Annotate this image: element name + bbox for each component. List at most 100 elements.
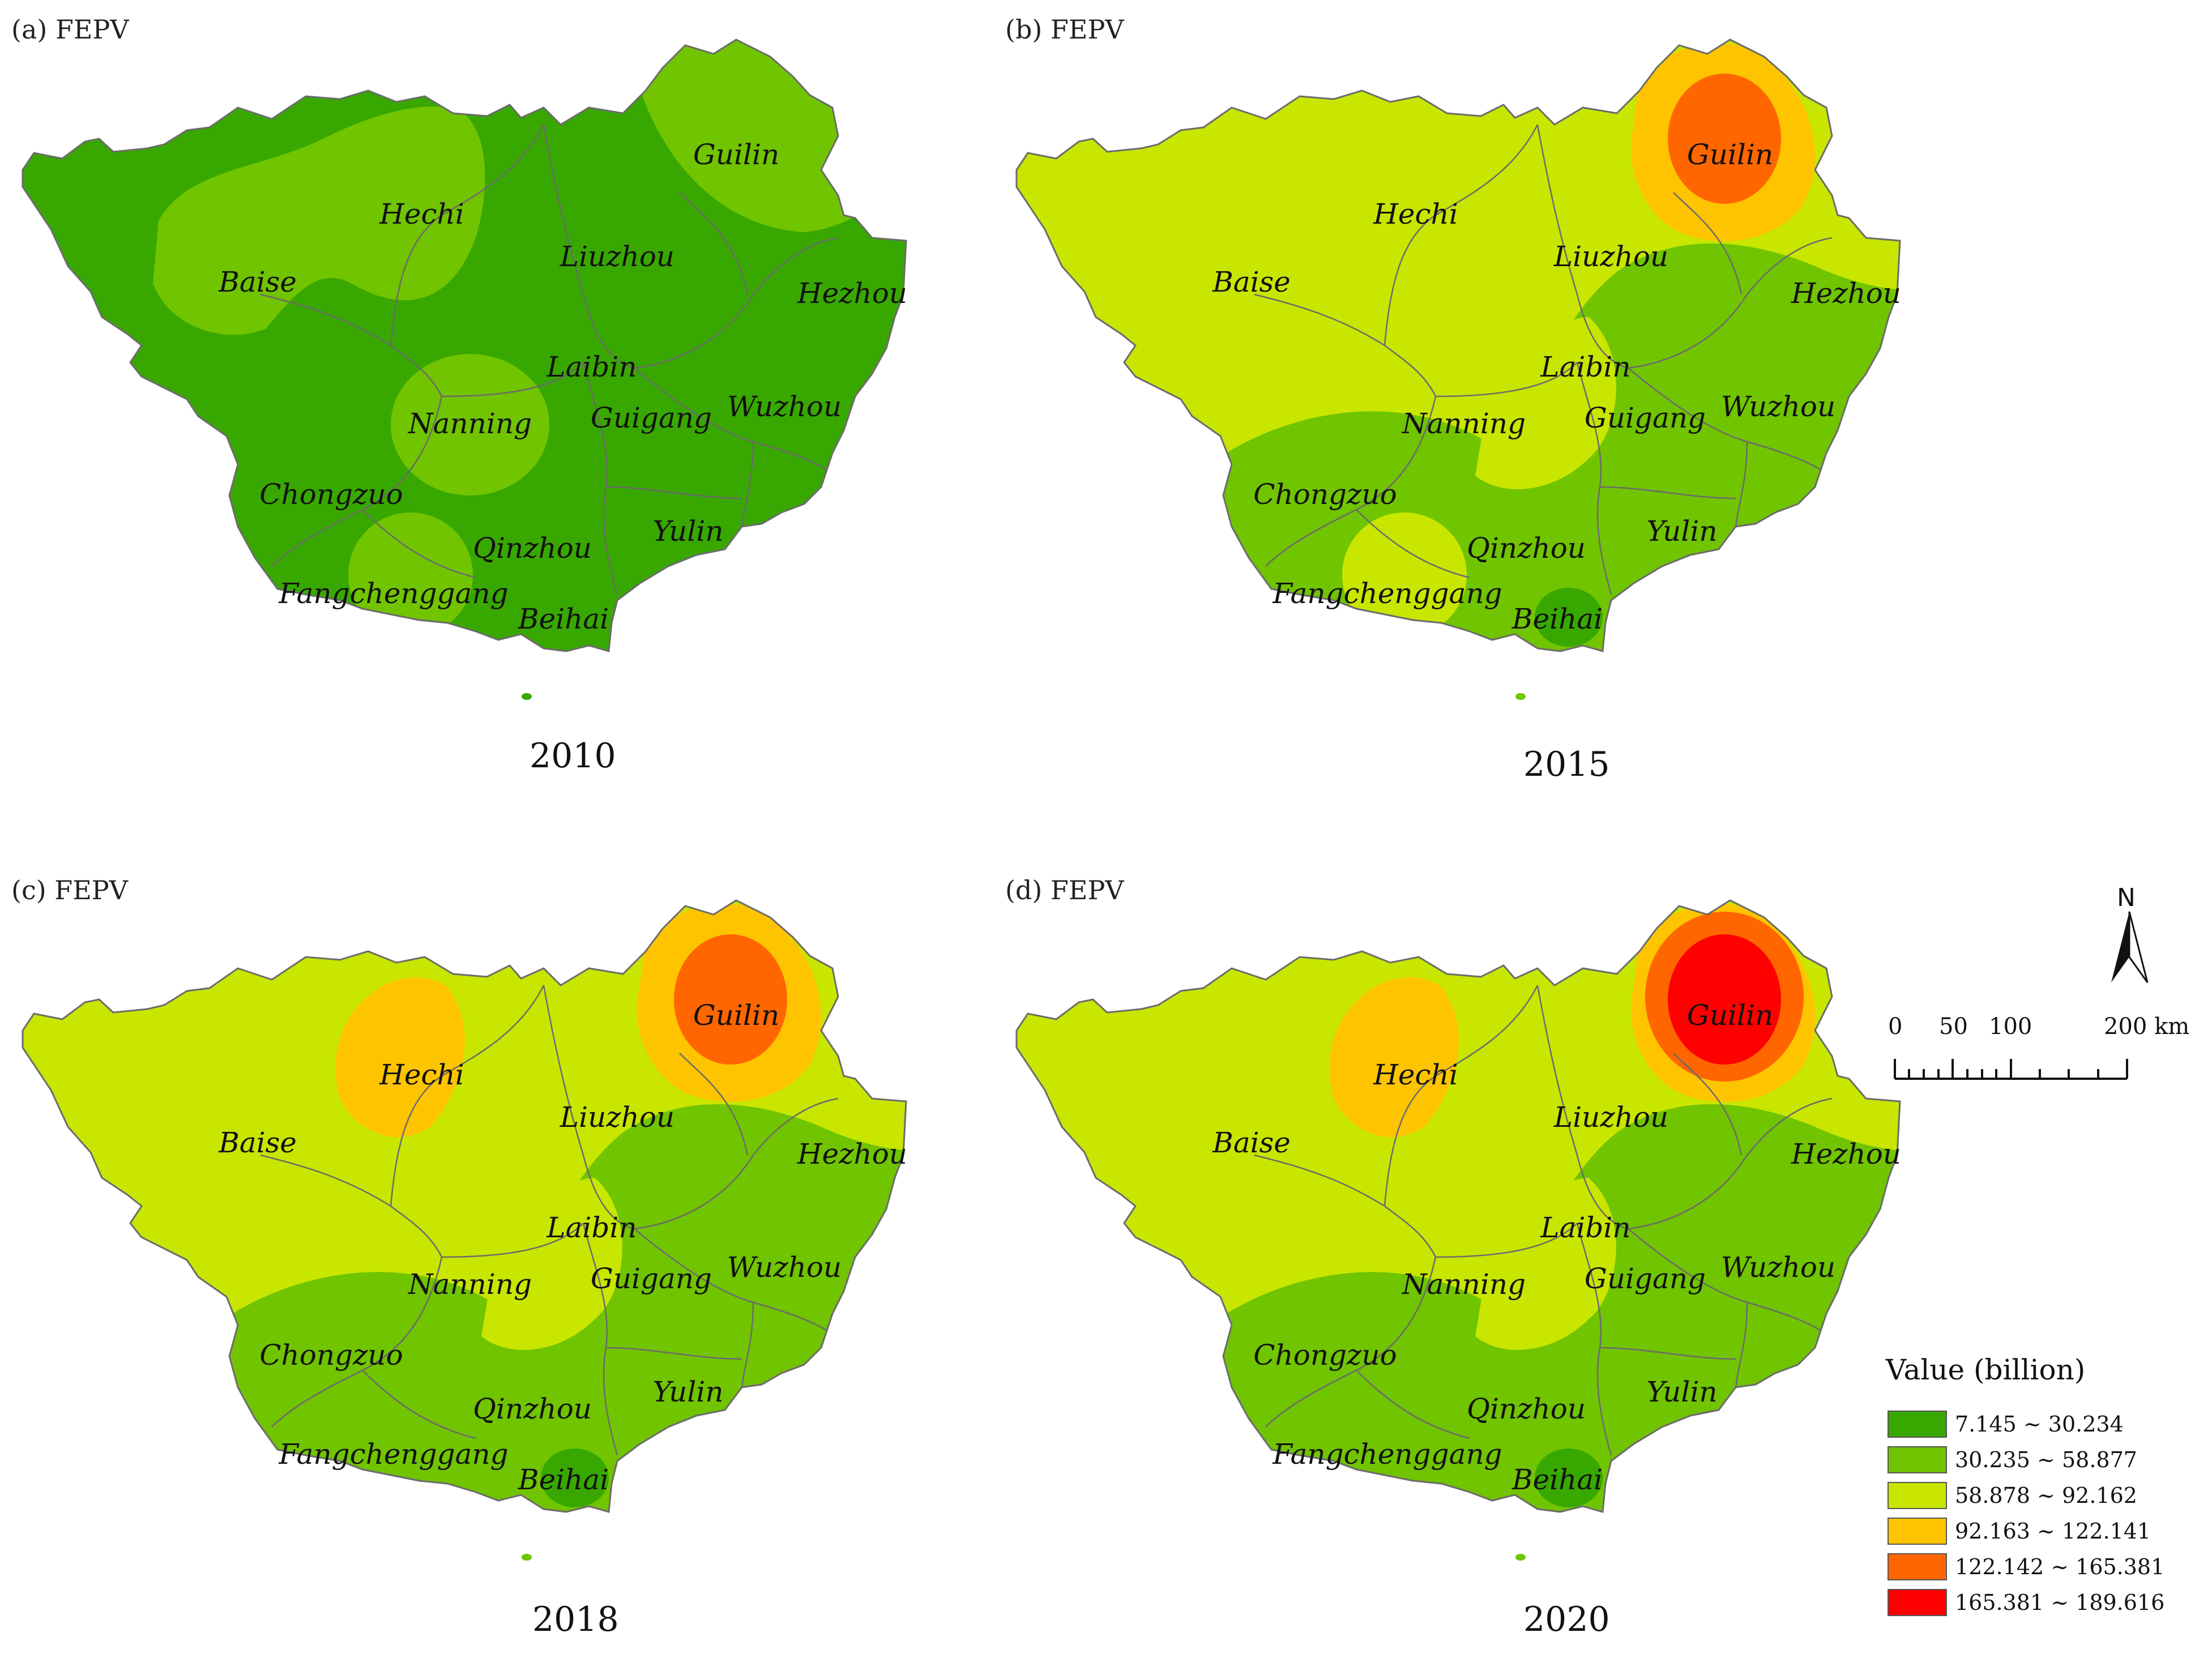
value-zone-beihai — [1535, 1448, 1603, 1507]
city-boundary-line — [441, 1223, 584, 1258]
city-label-hezhou: Hezhou — [797, 1138, 907, 1170]
city-label-wuzhou: Wuzhou — [727, 390, 842, 423]
legend-item: 7.145 ~ 30.234 — [1888, 1410, 2124, 1438]
city-label-baise: Baise — [218, 1126, 297, 1159]
year-label-b: 2015 — [1523, 745, 1610, 784]
island-marker — [522, 693, 532, 700]
city-boundary-line — [634, 1228, 850, 1348]
city-boundary-line — [1254, 293, 1437, 397]
region-outline — [22, 899, 907, 1513]
city-boundary-line — [1435, 362, 1578, 398]
city-boundary-line — [1356, 509, 1470, 579]
city-label-yulin: Yulin — [1646, 515, 1717, 548]
city-label-laibin: Laibin — [546, 351, 637, 383]
city-boundary-line — [1735, 1302, 1748, 1394]
value-zone-fangchenggang — [1342, 512, 1467, 637]
scale-tick-0: 0 — [1888, 1014, 1903, 1040]
value-zone-nanning-lobe — [481, 1178, 622, 1350]
city-label-chongzuo: Chongzuo — [259, 478, 403, 511]
city-label-nanning: Nanning — [408, 407, 532, 440]
region-outline — [1015, 39, 1901, 652]
value-zone-hezhou-dot — [1815, 1141, 1860, 1186]
city-label-beihai: Beihai — [518, 1463, 609, 1496]
value-zone-south-east — [1164, 1104, 1900, 1512]
city-boundary-line — [260, 293, 443, 397]
city-label-hechi: Hechi — [379, 1058, 464, 1091]
legend-swatch — [1888, 1482, 1947, 1509]
city-label-chongzuo: Chongzuo — [1253, 478, 1397, 511]
city-boundary-line — [271, 1257, 443, 1428]
city-label-yulin: Yulin — [1646, 1375, 1717, 1408]
city-label-guigang: Guigang — [591, 1262, 712, 1295]
legend-label: 7.145 ~ 30.234 — [1955, 1412, 2124, 1437]
city-boundary-line — [1628, 368, 1844, 488]
value-zone-south-east — [1164, 243, 1900, 651]
city-boundary-line — [260, 1154, 443, 1258]
city-label-qinzhou: Qinzhou — [473, 532, 592, 565]
city-label-nanning: Nanning — [1402, 407, 1526, 440]
city-boundary-line — [1536, 985, 1629, 1230]
city-boundary-line — [605, 1347, 742, 1360]
map-panel-a: Guilin Hechi Baise Liuzhou Hezhou Laibin Nanni… — [22, 39, 907, 700]
city-label-baise: Baise — [1212, 1126, 1291, 1159]
city-label-hezhou: Hezhou — [797, 277, 907, 310]
city-label-chongzuo: Chongzuo — [259, 1339, 403, 1371]
city-boundary-line — [679, 1053, 749, 1156]
city-boundary-line — [605, 486, 742, 499]
city-label-beihai: Beihai — [518, 602, 609, 635]
panel-label-b: (b) FEPV — [1005, 14, 1124, 45]
value-zone-guilin-inner — [674, 934, 787, 1065]
city-boundary-line — [543, 124, 635, 369]
city-label-laibin: Laibin — [546, 1211, 637, 1244]
city-boundary-line — [1383, 985, 1539, 1207]
region-outline — [22, 39, 907, 652]
city-label-guigang: Guigang — [1585, 401, 1706, 434]
city-label-guilin: Guilin — [693, 138, 779, 171]
city-label-guilin: Guilin — [693, 999, 779, 1032]
city-label-laibin: Laibin — [1540, 1211, 1630, 1244]
city-label-nanning: Nanning — [408, 1268, 532, 1301]
city-boundary-line — [741, 1302, 754, 1394]
city-label-yulin: Yulin — [652, 1375, 723, 1408]
legend-item: 92.163 ~ 122.141 — [1888, 1517, 2151, 1545]
island-marker — [522, 1554, 532, 1561]
legend-label: 122.142 ~ 165.381 — [1955, 1554, 2165, 1579]
value-zone-beihai — [1535, 588, 1603, 647]
legend-label: 165.381 ~ 189.616 — [1955, 1590, 2165, 1615]
city-label-baise: Baise — [218, 266, 297, 298]
city-label-guilin: Guilin — [1687, 999, 1773, 1032]
city-label-fangchenggang: Fangchenggang — [1272, 577, 1502, 610]
value-zone-guilin-inner — [1668, 934, 1781, 1065]
city-label-nanning: Nanning — [1402, 1268, 1526, 1301]
city-label-hechi: Hechi — [379, 198, 464, 230]
scale-tick-100: 100 — [1989, 1014, 2032, 1040]
city-boundary-line — [1254, 1154, 1437, 1258]
city-boundary-line — [390, 124, 545, 346]
legend-item: 30.235 ~ 58.877 — [1888, 1446, 2137, 1474]
city-label-chongzuo: Chongzuo — [1253, 1339, 1397, 1371]
city-boundary-line — [1628, 1097, 1833, 1230]
city-label-beihai: Beihai — [1511, 1463, 1603, 1496]
value-zone-fangchenggang — [348, 512, 473, 637]
city-label-guigang: Guigang — [591, 401, 712, 434]
legend-item: 58.878 ~ 92.162 — [1888, 1481, 2137, 1510]
value-zone-hechi — [1329, 977, 1459, 1138]
region-outline — [1015, 899, 1901, 1513]
city-boundary-line — [1383, 124, 1539, 346]
city-label-wuzhou: Wuzhou — [727, 1251, 842, 1284]
city-label-hechi: Hechi — [1373, 1058, 1458, 1091]
year-label-a: 2010 — [529, 736, 616, 776]
city-label-qinzhou: Qinzhou — [473, 1392, 592, 1425]
legend-swatch — [1888, 1411, 1947, 1438]
legend-label: 92.163 ~ 122.141 — [1955, 1519, 2151, 1544]
city-label-fangchenggang: Fangchenggang — [1272, 1438, 1502, 1471]
city-boundary-line — [1673, 192, 1743, 295]
city-label-fangchenggang: Fangchenggang — [278, 1438, 508, 1471]
scale-tick-50: 50 — [1939, 1014, 1968, 1040]
city-label-liuzhou: Liuzhou — [560, 1101, 674, 1134]
north-arrow-icon — [2111, 911, 2149, 983]
legend-swatch — [1888, 1589, 1947, 1616]
city-boundary-line — [1599, 1347, 1736, 1360]
panel-label-c: (c) FEPV — [11, 875, 128, 905]
